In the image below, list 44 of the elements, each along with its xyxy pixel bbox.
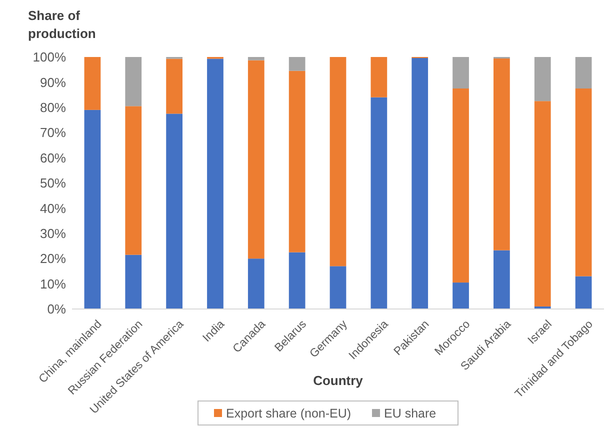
bar [125,57,142,106]
bar [494,250,510,309]
bar [370,97,388,309]
bar [452,57,469,88]
y-tick-label: 40% [40,200,66,216]
y-tick-label: 0% [47,302,66,317]
bar [452,88,469,283]
bar [288,252,306,309]
y-tick-label: 50% [40,176,66,191]
bar [575,88,592,276]
bar [575,57,592,88]
bar [494,58,510,250]
bar [534,101,551,306]
bar [288,57,306,71]
y-tick-label: 60% [40,150,66,166]
bar [330,266,346,309]
y-axis-title: Share of production [28,8,96,41]
bar [575,276,592,309]
bar [125,106,142,255]
bar [248,258,264,309]
bar [248,60,264,259]
y-tick-label: 100% [32,50,66,65]
bar [125,254,142,309]
bar [166,58,182,114]
y-tick-label: 30% [40,226,66,241]
bar [84,57,101,110]
bar [84,110,101,309]
bar [452,282,469,309]
x-axis-title: Country [313,373,364,388]
legend-label: EU share [384,406,436,420]
bar [288,70,306,252]
legend-label: Export share (non-EU) [226,406,352,420]
bar [330,57,346,266]
y-tick-label: 90% [40,74,66,90]
y-tick-label: 20% [40,251,66,266]
bar [534,57,551,102]
bar [166,114,182,309]
bar [207,58,224,309]
y-tick-label: 10% [40,276,66,292]
y-tick-label: 80% [40,100,66,115]
bar [370,57,388,98]
bar [412,58,428,309]
y-tick-label: 70% [40,125,66,140]
bar [248,57,264,60]
